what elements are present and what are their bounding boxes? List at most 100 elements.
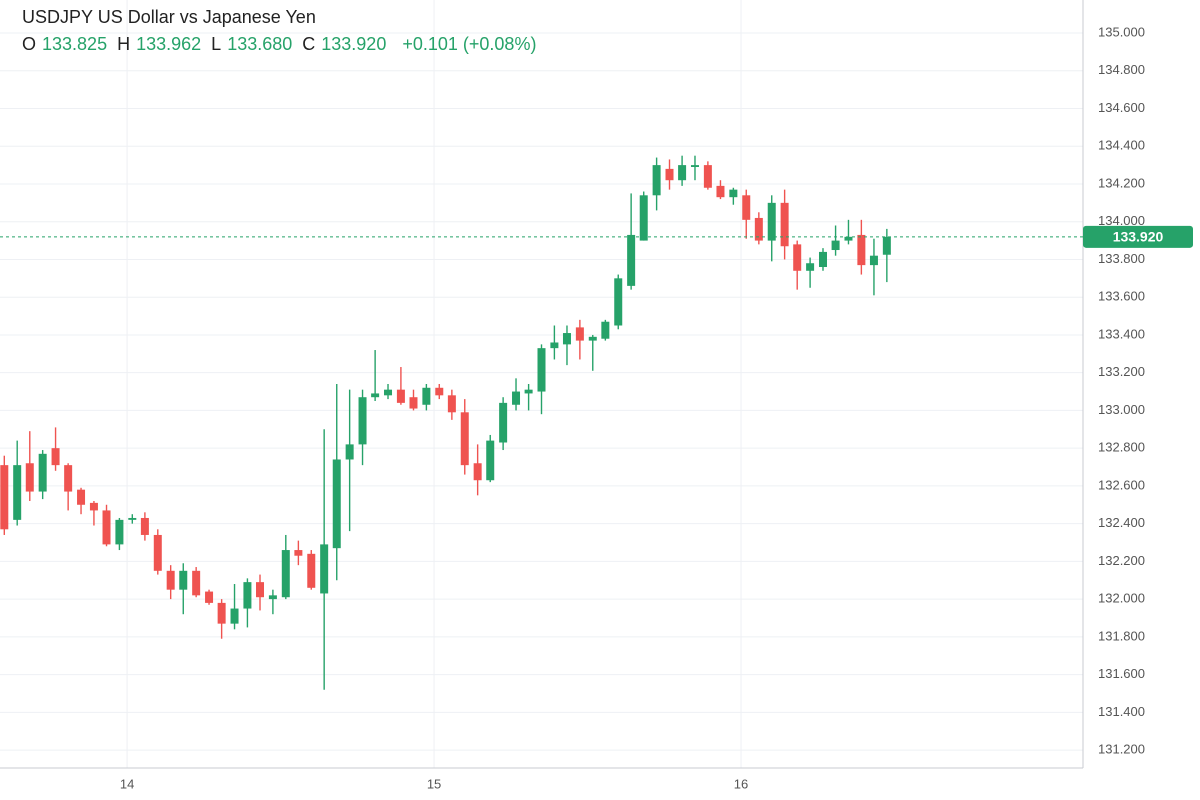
candle-body (358, 397, 367, 445)
y-tick-label: 132.800 (1098, 440, 1145, 455)
candle-body (166, 570, 175, 590)
ohlc-key: C (302, 34, 315, 54)
candle-body (205, 591, 214, 603)
candle-body (102, 510, 111, 545)
candle-body (89, 502, 98, 511)
candle-body (652, 165, 661, 196)
candle-body (639, 195, 648, 241)
y-tick-label: 133.000 (1098, 402, 1145, 417)
candle-body (524, 389, 533, 394)
candle-body (307, 553, 316, 588)
candle-body (742, 195, 751, 220)
candle-body (537, 348, 546, 392)
candle-body (115, 519, 124, 545)
x-tick-label: 15 (427, 776, 441, 791)
candle-body (243, 582, 252, 609)
last-price-label: 133.920 (1113, 229, 1164, 245)
candle-body (473, 463, 482, 481)
candle-body (294, 550, 303, 556)
y-tick-label: 131.600 (1098, 666, 1145, 681)
y-tick-label: 135.000 (1098, 24, 1145, 39)
y-tick-label: 132.200 (1098, 553, 1145, 568)
candle-body (153, 534, 162, 571)
y-tick-label: 133.400 (1098, 326, 1145, 341)
candle-body (793, 244, 802, 271)
candle-body (729, 189, 738, 198)
y-tick-label: 134.200 (1098, 175, 1145, 190)
symbol-title: USDJPY US Dollar vs Japanese Yen (22, 7, 316, 27)
y-tick-label: 134.600 (1098, 100, 1145, 115)
candle-body (371, 393, 380, 398)
candle-body (869, 255, 878, 266)
ohlc-value: 133.962 (136, 34, 201, 54)
candle-body (499, 402, 508, 443)
candle-body (128, 517, 137, 520)
candle-body (754, 217, 763, 241)
candle-body (460, 412, 469, 466)
candle-body (550, 342, 559, 349)
y-tick-label: 134.800 (1098, 62, 1145, 77)
candle-body (678, 165, 687, 181)
ohlc-value: 133.920 (321, 34, 386, 54)
candle-body (665, 168, 674, 181)
y-tick-label: 134.400 (1098, 138, 1145, 153)
ohlc-key: O (22, 34, 36, 54)
candle-body (882, 236, 891, 255)
ohlc-line: O 133.825 H 133.962 L 133.680 C 133.920 +0.101 (… (22, 34, 536, 54)
y-tick-label: 134.000 (1098, 213, 1145, 228)
candle-body (332, 459, 341, 549)
candle-body (716, 185, 725, 198)
candle-body (345, 444, 354, 460)
y-tick-label: 133.800 (1098, 251, 1145, 266)
candle-body (51, 448, 60, 466)
candle-body (268, 595, 277, 600)
candle-body (230, 608, 239, 624)
candle-body (77, 489, 86, 505)
candle-body (140, 517, 149, 535)
candles (0, 155, 891, 690)
x-tick-label: 14 (120, 776, 134, 791)
y-tick-label: 131.200 (1098, 742, 1145, 757)
candle-body (780, 202, 789, 247)
y-tick-label: 131.400 (1098, 704, 1145, 719)
candle-body (844, 236, 853, 241)
candle-body (562, 333, 571, 345)
candle-body (818, 251, 827, 268)
y-tick-label: 131.800 (1098, 628, 1145, 643)
y-tick-label: 132.000 (1098, 591, 1145, 606)
candle-body (38, 453, 47, 492)
candle-body (447, 395, 456, 413)
candle-body (13, 465, 22, 520)
axis-labels: 131.200 131.400 131.600 131.800 132.000 132.2… (120, 24, 1145, 791)
candle-body (320, 544, 329, 594)
ohlc-legend: O 133.825 H 133.962 L 133.680 C 133.920 +0.101 (… (22, 34, 536, 54)
candle-body (486, 440, 495, 481)
y-tick-label: 133.600 (1098, 289, 1145, 304)
candle-body (435, 387, 444, 396)
ohlc-key: H (117, 34, 130, 54)
candle-body (25, 463, 34, 492)
candle-body (690, 165, 699, 167)
candle-body (601, 321, 610, 339)
last-price-box (1083, 225, 1193, 248)
change: +0.101 (+0.08%) (402, 34, 536, 54)
candle-body (588, 336, 597, 341)
candle-body (192, 570, 201, 596)
candle-body (857, 234, 866, 266)
candle-body (281, 550, 290, 598)
y-tick-label: 133.200 (1098, 364, 1145, 379)
y-tick-label: 132.600 (1098, 477, 1145, 492)
candle-body (179, 570, 188, 590)
x-tick-label: 16 (734, 776, 748, 791)
candle-body (409, 397, 418, 409)
candle-body (0, 465, 9, 530)
candle-body (627, 234, 636, 286)
candle-body (512, 391, 521, 405)
y-tick-label: 132.400 (1098, 515, 1145, 530)
ohlc-value: 133.825 (42, 34, 107, 54)
candle-body (614, 278, 623, 326)
candle-body (767, 202, 776, 241)
candle-body (575, 327, 584, 341)
ohlc-key: L (211, 34, 221, 54)
